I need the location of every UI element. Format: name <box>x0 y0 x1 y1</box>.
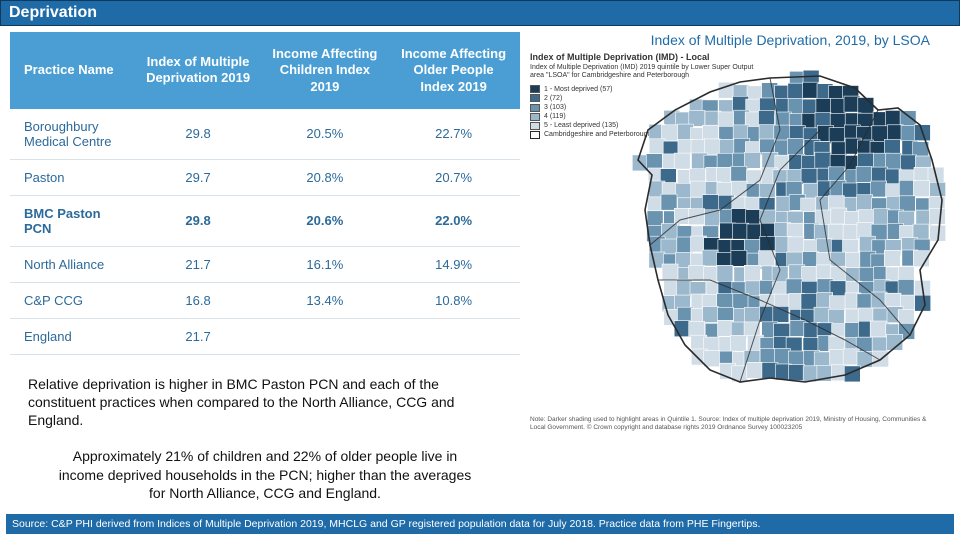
table-cell: 20.8% <box>263 159 388 195</box>
table-cell: 14.9% <box>387 246 520 282</box>
table-cell: 29.7 <box>134 159 263 195</box>
table-cell: 16.1% <box>263 246 388 282</box>
legend-swatch <box>530 113 540 121</box>
content-area: Practice NameIndex of Multiple Deprivati… <box>0 26 960 502</box>
legend-swatch <box>530 85 540 93</box>
map-heading: Index of Multiple Deprivation (IMD) - Lo… <box>530 52 950 62</box>
legend-swatch <box>530 122 540 130</box>
table-cell: 29.8 <box>134 195 263 246</box>
table-row: Paston29.720.8%20.7% <box>10 159 520 195</box>
commentary-1: Relative deprivation is higher in BMC Pa… <box>28 375 510 430</box>
table-row: BMC Paston PCN29.820.6%22.0% <box>10 195 520 246</box>
map-container: Index of Multiple Deprivation (IMD) - Lo… <box>530 52 950 432</box>
legend-label: 5 - Least deprived (135) <box>544 121 618 130</box>
table-cell: 16.8 <box>134 282 263 318</box>
table-row: C&P CCG16.813.4%10.8% <box>10 282 520 318</box>
table-cell: Paston <box>10 159 134 195</box>
table-cell: 29.8 <box>134 109 263 160</box>
table-cell: Boroughbury Medical Centre <box>10 109 134 160</box>
legend-swatch <box>530 104 540 112</box>
table-cell: 22.7% <box>387 109 520 160</box>
legend-swatch <box>530 94 540 102</box>
table-cell: 20.5% <box>263 109 388 160</box>
table-header: Practice Name <box>10 32 134 109</box>
table-row: North Alliance21.716.1%14.9% <box>10 246 520 282</box>
deprivation-table: Practice NameIndex of Multiple Deprivati… <box>10 32 520 355</box>
table-row: Boroughbury Medical Centre29.820.5%22.7% <box>10 109 520 160</box>
legend-label: 1 - Most deprived (57) <box>544 85 612 94</box>
table-cell: 21.7 <box>134 318 263 354</box>
table-cell: 20.6% <box>263 195 388 246</box>
legend-label: 3 (103) <box>544 103 566 112</box>
legend-label: 2 (72) <box>544 94 562 103</box>
table-cell: 20.7% <box>387 159 520 195</box>
table-cell: BMC Paston PCN <box>10 195 134 246</box>
table-cell: C&P CCG <box>10 282 134 318</box>
table-cell <box>263 318 388 354</box>
map-footnote: Note: Darker shading used to highlight a… <box>530 416 930 432</box>
table-cell: 10.8% <box>387 282 520 318</box>
page-title: Deprivation <box>9 4 97 21</box>
source-bar: Source: C&P PHI derived from Indices of … <box>6 514 954 534</box>
table-cell: North Alliance <box>10 246 134 282</box>
left-column: Practice NameIndex of Multiple Deprivati… <box>10 32 520 502</box>
right-column: Index of Multiple Deprivation, 2019, by … <box>520 32 940 502</box>
map-title: Index of Multiple Deprivation, 2019, by … <box>530 32 940 48</box>
source-text: Source: C&P PHI derived from Indices of … <box>12 518 760 530</box>
table-header: Income Affecting Older People Index 2019 <box>387 32 520 109</box>
table-cell <box>387 318 520 354</box>
page-title-bar: Deprivation <box>0 0 960 26</box>
table-header: Index of Multiple Deprivation 2019 <box>134 32 263 109</box>
legend-swatch <box>530 131 540 139</box>
table-cell: England <box>10 318 134 354</box>
table-cell: 21.7 <box>134 246 263 282</box>
choropleth-map <box>620 70 950 390</box>
table-header: Income Affecting Children Index 2019 <box>263 32 388 109</box>
legend-label: 4 (119) <box>544 112 566 121</box>
table-row: England21.7 <box>10 318 520 354</box>
table-cell: 13.4% <box>263 282 388 318</box>
commentary-2: Approximately 21% of children and 22% of… <box>50 447 480 502</box>
table-cell: 22.0% <box>387 195 520 246</box>
